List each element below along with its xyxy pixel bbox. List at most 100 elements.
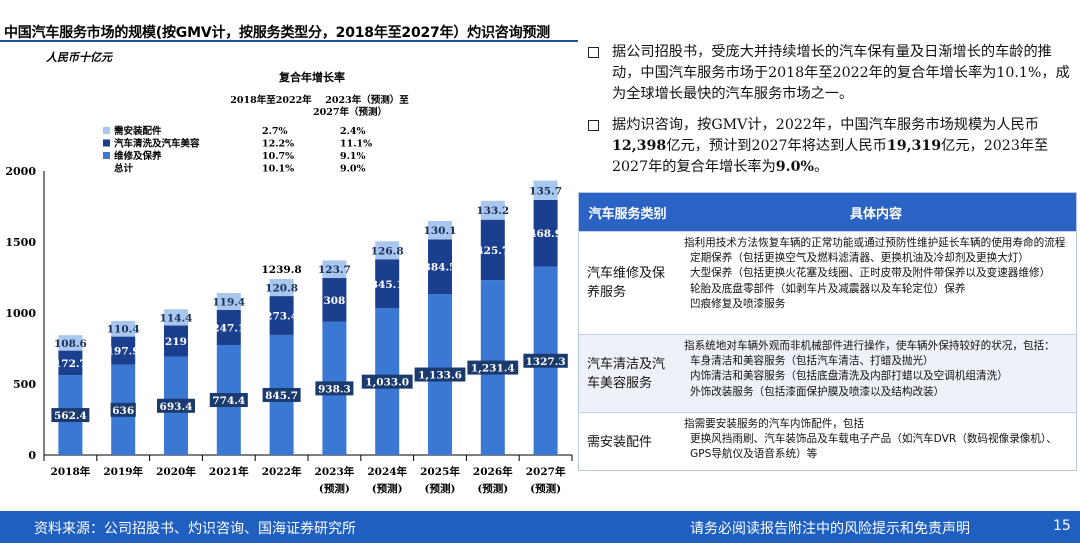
table-row: 汽车维修及保养服务 指利用技术方法恢复车辆的正常功能或通过预防性维护延长车辆的使…: [579, 231, 1076, 334]
page-number: 15: [1053, 518, 1071, 534]
legend-swatch: [103, 152, 110, 159]
data-label-bg: [51, 408, 90, 423]
bar-segment: [216, 292, 241, 310]
desc-line: 内饰清洁和美容服务（包括底盘清洗及内部打蜡以及空调机组清洗）: [690, 370, 1008, 383]
bar-segment: [322, 278, 347, 322]
source-note: 资料来源：公司招股书、灼识咨询、国海证券研究所: [34, 521, 356, 537]
data-label: 308: [323, 295, 345, 307]
total-label: 1239.8: [262, 264, 302, 276]
x-tick-label: 2023年: [315, 465, 355, 478]
x-tick-sublabel: (预测): [425, 482, 456, 495]
bar-segment: [322, 260, 347, 279]
data-label: 468.9: [529, 228, 562, 240]
data-label: 126.8: [371, 245, 404, 257]
legend-series-name: 汽车清洗及汽车美容: [114, 138, 200, 150]
stacked-bar-chart: 人民币十亿元 0 500 1000 1500 2000 562.4 172.7 108.6 201…: [5, 51, 573, 495]
data-label-bg: [467, 360, 519, 375]
bullet-item-2: 据灼识咨询，按GMV计，2022年，中国汽车服务市场规模为人民币12,398亿元…: [586, 115, 1074, 178]
data-label-bg: [157, 398, 195, 413]
service-category-table: 汽车服务类别 具体内容 汽车维修及保养服务 指利用技术方法恢复车辆的正常功能或通…: [578, 192, 1077, 471]
bar-segment: [58, 335, 83, 351]
data-label: 1,033.0: [365, 377, 409, 389]
desc-line: 定期保养（包括更换空气及燃料滤清器、更换机油及冷却剂及更换大灯）: [690, 252, 1029, 265]
header-content: 具体内容: [849, 206, 902, 222]
bar-segment: [375, 241, 400, 260]
bar-segment: [216, 309, 241, 346]
data-label: 1,231.4: [471, 363, 515, 375]
legend-cagr-1: 2.7%: [262, 126, 288, 137]
legend-cagr-2: 9.1%: [340, 151, 366, 162]
legend-cagr-1: 10.1%: [262, 164, 294, 175]
bar-segment: [480, 219, 505, 281]
row-category: 汽车清洁及汽车美容服务: [587, 356, 666, 391]
data-label: 219: [165, 336, 187, 348]
legend-swatch: [103, 127, 110, 134]
legend-cagr-1: 12.2%: [262, 139, 294, 150]
x-tick-label: 2020年: [156, 465, 196, 478]
y-tick-label: 0: [28, 449, 36, 462]
data-label: 123.7: [318, 264, 351, 276]
data-label: 1327.3: [526, 356, 566, 368]
x-tick-label: 2024年: [367, 465, 407, 478]
data-label: 384.5: [424, 262, 457, 274]
data-label-bg: [262, 387, 301, 402]
title-bar: 中国汽车服务市场的规模(按GMV计，按服务类型分，2018年至2027年）灼识咨…: [0, 0, 1080, 42]
y-tick-label: 1500: [5, 236, 36, 249]
bullet-text-1: 据公司招股书，受庞大并持续增长的汽车保有量及日渐增长的车龄的推动，中国汽车服务市…: [612, 44, 1070, 102]
row-category: 需安装配件: [587, 434, 653, 450]
desc-line: 指利用技术方法恢复车辆的正常功能或通过预防性维护延长车辆的使用寿命的流程: [684, 237, 1066, 249]
data-label: 938.3: [318, 383, 351, 395]
desc-line: 凹痕修复及喷漆服务: [690, 297, 786, 310]
data-label-bg: [361, 374, 413, 389]
x-tick-sublabel: (预测): [477, 482, 508, 495]
y-tick-label: 2000: [5, 165, 36, 178]
x-tick-sublabel: (预测): [372, 482, 403, 495]
data-label: 135.7: [529, 185, 562, 197]
legend-cagr-2: 11.1%: [340, 139, 372, 150]
bullet-list: 据公司招股书，受庞大并持续增长的汽车保有量及日渐增长的车龄的推动，中国汽车服务市…: [586, 42, 1074, 188]
legend-col1-header: 2018年至2022年: [230, 94, 312, 106]
bar-segment: [269, 278, 294, 297]
row-description: 指需要安装服务的汽车内饰配件，包括 更换风挡雨刷、汽车装饰品及车载电子产品（如汽…: [684, 417, 1070, 463]
square-bullet-icon: [588, 47, 599, 58]
y-tick-label: 1000: [5, 307, 36, 320]
table-row: 汽车清洁及汽车美容服务 指系统地对车辆外观而非机械部件进行操作，使车辆外保持较好…: [579, 334, 1076, 412]
data-label: 1,133.6: [418, 370, 462, 382]
table-row: 需安装配件 指需要安装服务的汽车内饰配件，包括 更换风挡雨刷、汽车装饰品及车载电…: [579, 412, 1076, 471]
x-tick-sublabel: (预测): [319, 482, 350, 495]
x-tick-label: 2025年: [420, 465, 460, 478]
desc-line: 外饰改装服务（包括漆面保护膜及喷漆以及结构改装）: [690, 385, 945, 398]
square-bullet-icon: [588, 120, 599, 131]
y-tick-label: 500: [13, 378, 36, 391]
data-label-bg: [110, 402, 136, 417]
x-tick-label: 2021年: [209, 465, 249, 478]
desc-line: 大型保养（包括更换火花塞及线圈、正时皮带及附件带保养以及变速器维修）: [690, 267, 1051, 280]
data-label: 120.8: [265, 283, 298, 295]
data-label: 693.4: [160, 401, 193, 413]
bar-segment: [111, 336, 136, 365]
data-label: 114.4: [160, 312, 193, 324]
bar-segment: [375, 259, 400, 309]
table-header: 汽车服务类别 具体内容: [579, 193, 1076, 231]
footer-bar: 资料来源：公司招股书、灼识咨询、国海证券研究所 请务必阅读报告附注中的风险提示和…: [0, 511, 1080, 543]
data-label: 133.2: [476, 205, 509, 217]
data-label: 247.1: [212, 322, 245, 334]
bar-segment: [164, 309, 188, 326]
data-label: 172.7: [54, 358, 87, 370]
legend-cagr-2: 2.4%: [340, 126, 366, 137]
desc-line: 车身清洁和美容服务（包括汽车清洁、打蜡及抛光）: [690, 355, 934, 368]
page-title: 中国汽车服务市场的规模(按GMV计，按服务类型分，2018年至2027年）灼识咨…: [4, 25, 550, 41]
data-label: 273.4: [265, 310, 298, 322]
bullet-item-1: 据公司招股书，受庞大并持续增长的汽车保有量及日渐增长的车龄的推动，中国汽车服务市…: [586, 42, 1074, 105]
legend-col2-header: 2023年（预测）至: [325, 94, 409, 106]
desc-line: 轮胎及底盘零部件（如剥车片及减震器以及车轮定位）保养: [690, 282, 966, 295]
bar-segment: [480, 200, 505, 220]
data-label: 119.4: [212, 296, 245, 308]
data-label: 108.6: [54, 338, 87, 350]
row-category: 汽车维修及保养服务: [587, 266, 666, 300]
bar-segment: [533, 180, 558, 200]
bar-segment: [111, 320, 136, 337]
disclaimer: 请务必阅读报告附注中的风险提示和免责声明: [690, 521, 970, 537]
data-label-bg: [315, 381, 354, 396]
legend-series-name: 维修及保养: [114, 150, 162, 162]
